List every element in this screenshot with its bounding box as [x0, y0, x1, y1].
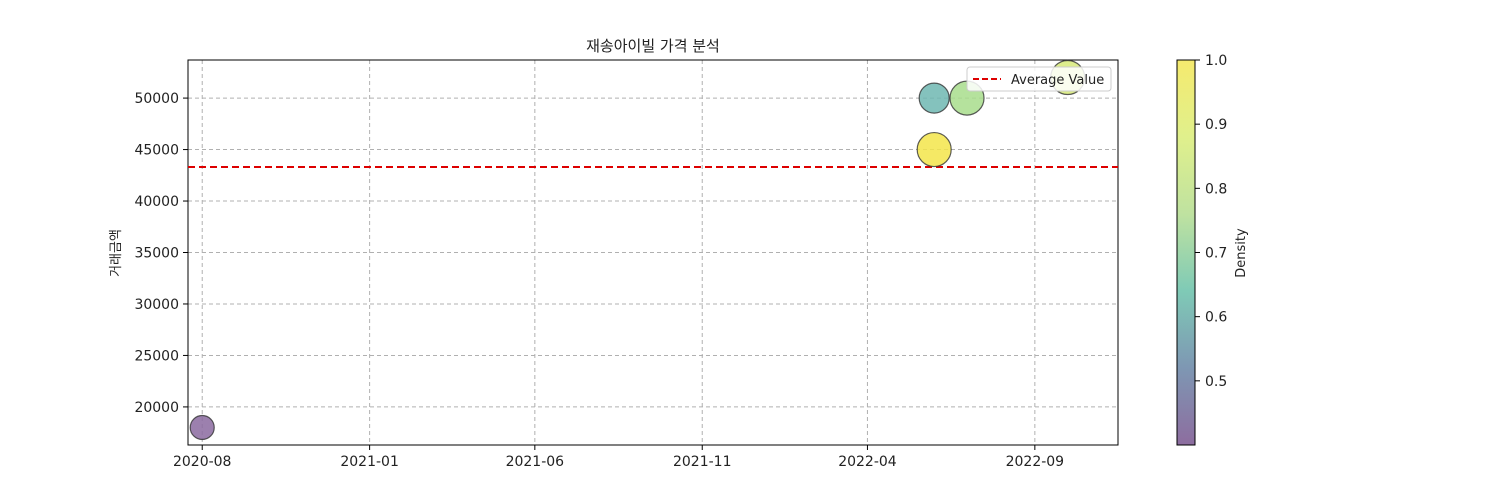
y-tick-label: 35000 [134, 246, 179, 262]
colorbar-tick-label: 0.8 [1205, 181, 1227, 197]
x-axis: 2020-08 2021-01 2021-06 2021-11 2022-04 2022-… [173, 445, 1064, 470]
y-tick-label: 40000 [134, 194, 179, 210]
legend-box [966, 66, 1112, 92]
scatter-points [189, 59, 1086, 441]
legend: Average Value [966, 66, 1112, 92]
x-tick-label: 2022-09 [1006, 454, 1065, 470]
x-tick-label: 2022-04 [838, 454, 897, 470]
grid-lines [188, 60, 1118, 445]
y-tick-label: 30000 [134, 297, 179, 313]
colorbar-tick-label: 0.7 [1205, 246, 1227, 262]
colorbar-label: Density [1234, 228, 1249, 278]
colorbar-tick-label: 1.0 [1205, 53, 1227, 69]
colorbar-gradient [1176, 59, 1196, 446]
colorbar-tick-label: 0.5 [1205, 374, 1227, 390]
y-axis-label: 거래금액 [109, 229, 124, 277]
scatter-point [918, 82, 950, 114]
y-tick-label: 45000 [134, 143, 179, 159]
x-tick-label: 2021-01 [340, 454, 399, 470]
x-tick-label: 2021-11 [673, 454, 732, 470]
x-tick-label: 2020-08 [173, 454, 232, 470]
colorbar-tick-label: 0.9 [1205, 117, 1227, 133]
y-axis: 20000 25000 30000 35000 40000 45000 50000 [134, 91, 188, 416]
legend-label-average: Average Value [1011, 73, 1104, 88]
colorbar-tick-label: 0.6 [1205, 310, 1227, 326]
scatter-point [189, 414, 215, 441]
chart-title: 재송아이빌 가격 분석 [586, 37, 720, 55]
x-tick-label: 2021-06 [506, 454, 565, 470]
y-tick-label: 20000 [134, 400, 179, 416]
y-tick-label: 25000 [134, 348, 179, 364]
y-tick-label: 50000 [134, 91, 179, 107]
colorbar: 0.5 0.6 0.7 0.8 0.9 1.0 [1176, 53, 1227, 446]
scatter-point [916, 131, 952, 168]
